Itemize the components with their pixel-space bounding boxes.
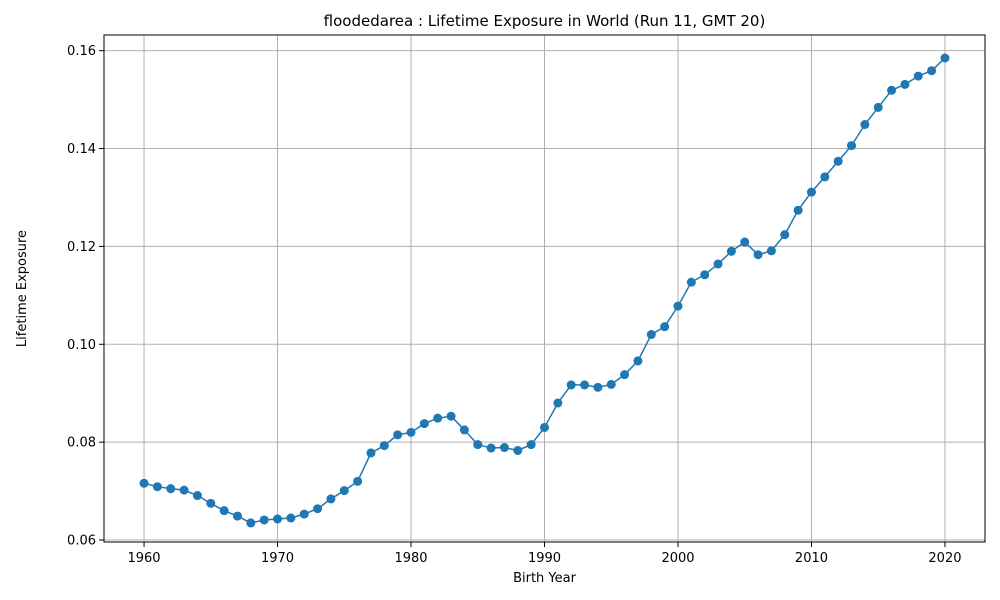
data-point [713,259,723,269]
x-tick-label: 1960 [127,551,160,566]
data-point [246,518,256,528]
data-point [580,380,590,390]
data-point [419,419,429,429]
data-point [339,486,349,496]
data-point [433,413,443,423]
data-point [793,205,803,215]
data-point [766,246,776,256]
data-point [299,509,309,519]
data-point [887,85,897,95]
x-tick-label: 2010 [795,551,828,566]
data-point [379,441,389,451]
data-point [780,230,790,240]
data-point [553,398,563,408]
x-tick-label: 1970 [261,551,294,566]
data-point [486,443,496,453]
data-point [446,411,456,421]
data-point [927,66,937,76]
y-tick-label: 0.12 [67,240,96,255]
data-point [353,476,363,486]
data-point [273,514,283,524]
y-axis-label: Lifetime Exposure [15,230,30,347]
x-tick-label: 1990 [528,551,561,566]
data-point [179,485,189,495]
plot-frame [103,34,986,543]
data-point [606,379,616,389]
x-tick-label: 2000 [661,551,694,566]
axes: 1960 1970 1980 1990 2000 2010 2020 0.06 0.08 0.10… [67,44,961,566]
data-point [366,448,376,458]
data-point [646,330,656,340]
data-point [686,277,696,287]
data-point [152,482,162,492]
x-axis-label: Birth Year [513,571,577,586]
data-point [620,370,630,380]
data-point [753,250,763,260]
data-point [833,156,843,166]
data-point [566,380,576,390]
y-tick-label: 0.06 [67,534,96,549]
y-tick-label: 0.08 [67,436,96,451]
data-point [232,511,242,521]
y-tick-label: 0.16 [67,44,96,59]
grid [104,35,985,542]
data-point [219,506,229,516]
data-point [660,322,670,332]
data-point [700,270,710,280]
data-point [913,71,923,81]
y-tick-label: 0.14 [67,142,96,157]
data-point [526,440,536,450]
data-point [393,430,403,440]
data-point [593,382,603,392]
data-point [873,102,883,112]
data-point [286,513,296,523]
data-point [806,187,816,197]
x-tick-label: 1980 [394,551,427,566]
y-tick-label: 0.10 [67,338,96,353]
data-point [139,478,149,488]
data-point [513,445,523,455]
data-point [740,237,750,247]
data-point [406,427,416,437]
data-point [633,356,643,366]
data-point [313,504,323,514]
data-point [860,120,870,130]
data-point [940,53,950,63]
data-point [192,491,202,501]
data-point [726,246,736,256]
data-point [206,498,216,508]
data-point [847,141,857,151]
data-point [673,301,683,311]
data-point [259,515,269,525]
data-point [459,425,469,435]
data-point [473,440,483,450]
series-layer [139,53,950,528]
data-point [499,443,509,453]
chart-title: floodedarea : Lifetime Exposure in World… [324,12,766,30]
data-point [326,494,336,504]
x-tick-label: 2020 [928,551,961,566]
data-point [166,484,176,494]
data-point [820,172,830,182]
data-point [900,79,910,89]
data-point [540,422,549,432]
